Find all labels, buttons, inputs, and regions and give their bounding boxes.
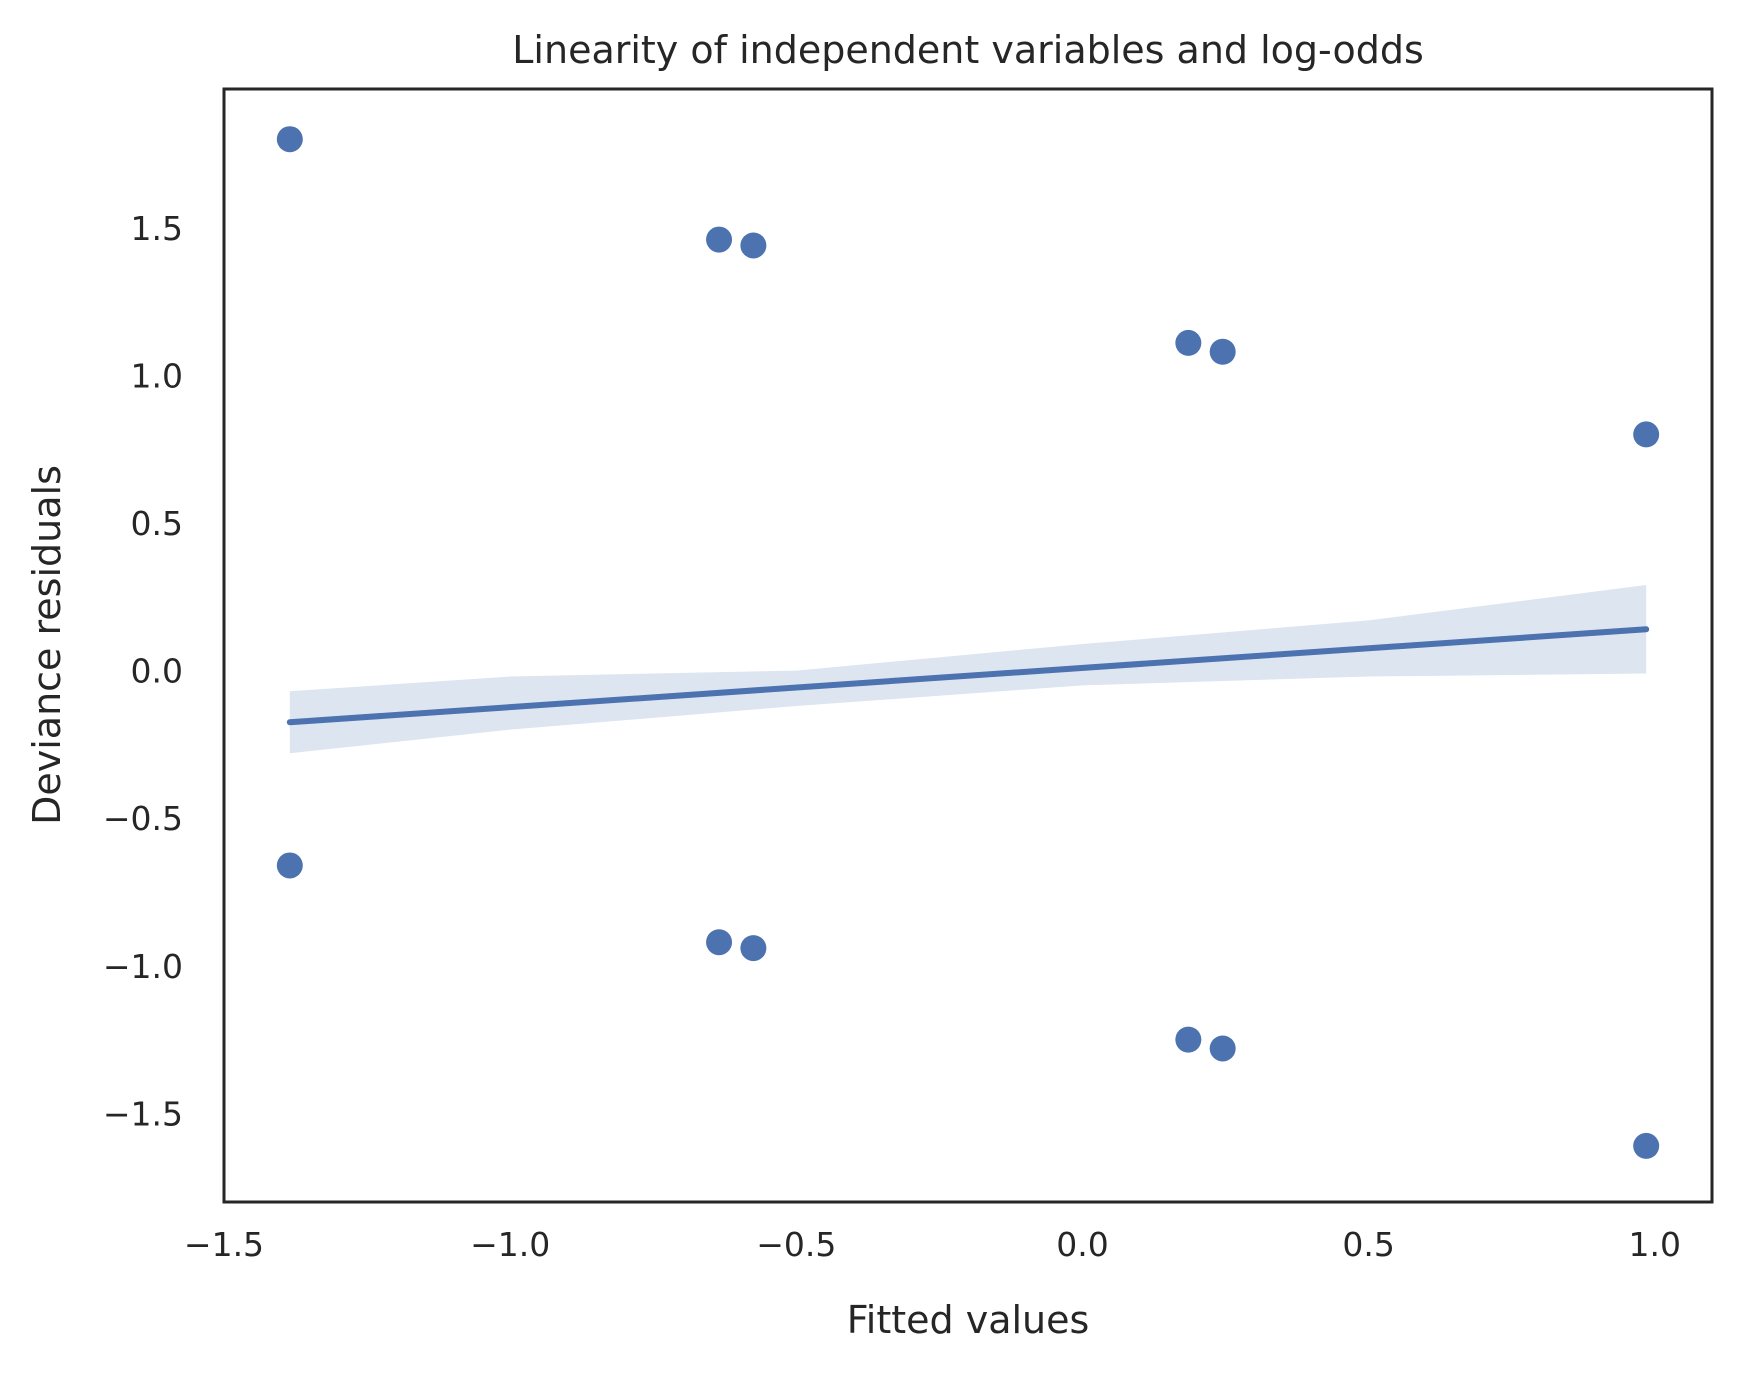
confidence-band (289, 584, 1647, 754)
scatter-point (706, 226, 733, 253)
y-tick-label: 0.5 (131, 504, 183, 543)
x-tick-label: −1.5 (184, 1225, 264, 1264)
y-tick-label: 1.0 (131, 356, 183, 395)
y-tick-label: −0.5 (103, 799, 183, 838)
scatter-point (740, 935, 767, 962)
regression-line (286, 626, 1650, 726)
scatter-point (1633, 421, 1660, 448)
plot-frame (222, 87, 1714, 1204)
scatter-point (1209, 1035, 1236, 1062)
scatter-points-layer (276, 126, 1660, 1159)
scatter-point (276, 126, 303, 153)
confidence-band-layer (289, 584, 1647, 754)
y-tick-label: 0.0 (131, 652, 183, 691)
x-tick-label: 0.0 (1056, 1225, 1108, 1264)
x-tick-labels: −1.5 −1.0 −0.5 0.0 0.5 1.0 (184, 1225, 1681, 1264)
x-tick-label: −1.0 (470, 1225, 550, 1264)
x-axis-label: Fitted values (847, 1298, 1090, 1342)
scatter-point (1633, 1132, 1660, 1159)
y-tick-label: 1.5 (131, 209, 183, 248)
regression-line-layer (286, 626, 1650, 726)
scatter-point (1209, 338, 1236, 365)
y-tick-labels: −1.5 −1.0 −0.5 0.0 0.5 1.0 1.5 (103, 209, 183, 1134)
y-tick-label: −1.5 (103, 1094, 183, 1133)
chart-title: Linearity of independent variables and l… (512, 28, 1424, 72)
x-tick-label: 1.0 (1629, 1225, 1681, 1264)
scatter-point (276, 852, 303, 879)
scatter-point (706, 929, 733, 956)
x-tick-label: 0.5 (1342, 1225, 1394, 1264)
scatter-point (740, 232, 767, 259)
y-tick-label: −1.0 (103, 947, 183, 986)
scatter-point (1175, 329, 1202, 356)
y-axis-label: Deviance residuals (25, 465, 69, 825)
scatter-point (1175, 1026, 1202, 1053)
x-tick-label: −0.5 (756, 1225, 836, 1264)
